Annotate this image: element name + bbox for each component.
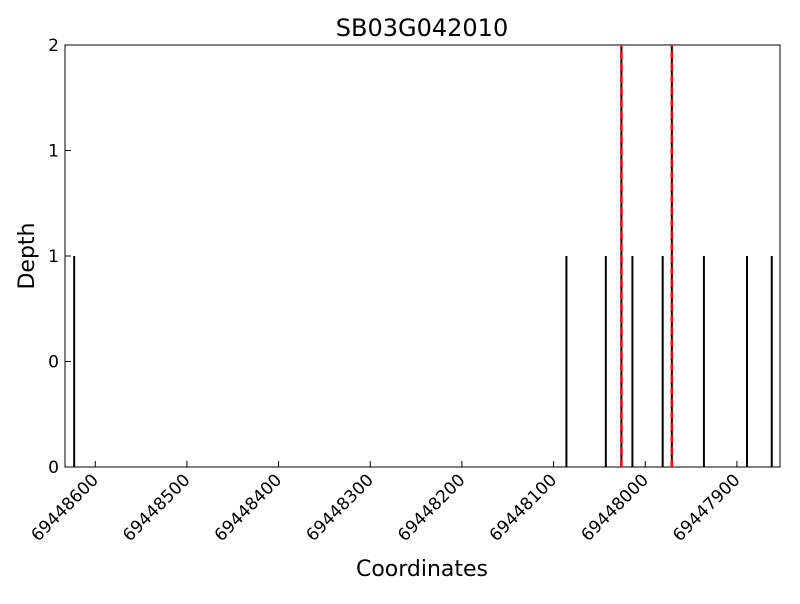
x-tick-label: 69447900: [669, 470, 744, 545]
x-tick-label: 69448600: [27, 470, 102, 545]
y-tick-label: 2: [48, 36, 59, 56]
y-tick-label: 0: [48, 458, 59, 478]
x-tick-label: 69448000: [577, 470, 652, 545]
y-axis-label: Depth: [15, 222, 40, 289]
chart-title: SB03G042010: [336, 14, 508, 42]
x-tick-label: 69448500: [119, 470, 194, 545]
y-tick-label: 1: [48, 142, 59, 162]
x-axis-label: Coordinates: [356, 557, 488, 582]
x-tick-label: 69448400: [211, 470, 286, 545]
x-tick-label: 69448200: [394, 470, 469, 545]
x-tick-label: 69448300: [302, 470, 377, 545]
y-tick-label: 0: [48, 353, 59, 373]
y-tick-label: 1: [48, 247, 59, 267]
x-tick-label: 69448100: [486, 470, 561, 545]
